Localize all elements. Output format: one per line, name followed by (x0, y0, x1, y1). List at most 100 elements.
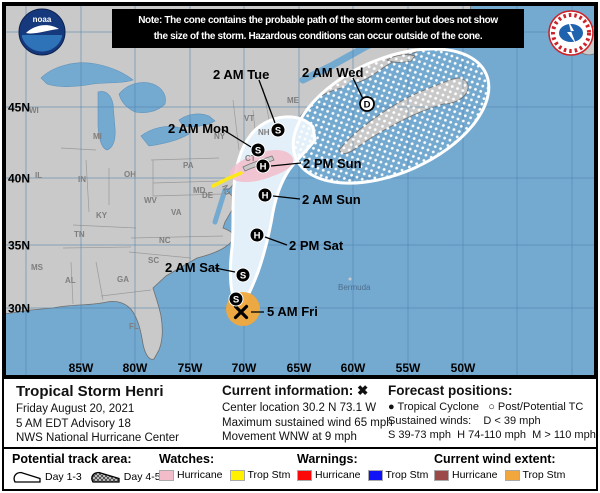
state-label: NY (214, 132, 226, 141)
hurricane-extent-swatch (434, 469, 449, 481)
lon-tick-label: 55W (396, 361, 421, 375)
lake-huron (118, 82, 166, 114)
state-label: TN (74, 230, 85, 239)
svg-text:S: S (255, 145, 261, 156)
lake-superior (40, 62, 134, 87)
state-borders (60, 87, 272, 305)
track-time-label: 5 AM Fri (267, 304, 318, 319)
hurricane-watch-swatch (159, 469, 174, 481)
state-label: WI (29, 106, 39, 115)
tropstm-extent-label: Trop Stm (522, 469, 566, 481)
state-label: WV (144, 196, 158, 205)
track-time-label: 2 PM Sat (289, 238, 344, 253)
bermuda-island (348, 277, 352, 281)
svg-text:H: H (254, 230, 261, 241)
hurricane-extent-label: Hurricane (452, 469, 498, 481)
state-label: ME (287, 96, 300, 105)
wind-class-s: S 39-73 mph (388, 429, 451, 442)
forecast-point-s (270, 122, 286, 138)
current-info-title: Current information: ✖ (222, 383, 369, 398)
tropical-cyclone-label: Tropical Cyclone (397, 401, 480, 413)
sustained-winds-label: Sustained winds: (388, 415, 472, 428)
day13-label: Day 1-3 (45, 470, 82, 483)
current-info-block: Current information: ✖ Center location 3… (222, 383, 393, 445)
state-label: VT (244, 114, 254, 123)
track-time-label: 2 AM Wed (302, 65, 363, 80)
state-label: OH (124, 170, 136, 179)
basemap-svg: WI MI IL IN OH PA NY WV VA KY TN NC SC GA AL MS FL ME VT NH… (4, 4, 596, 377)
lat-tick-label: 45N (8, 101, 30, 115)
note-banner: Note: The cone contains the probable pat… (112, 9, 524, 48)
lon-tick-label: 75W (178, 361, 203, 375)
svg-text:H: H (260, 161, 267, 172)
state-label: NJ (220, 184, 232, 197)
lon-tick-label: 50W (451, 361, 476, 375)
tropstm-watch-swatch (229, 469, 245, 481)
day45-label: Day 4-5 (123, 470, 161, 483)
state-label: VA (171, 208, 182, 217)
tropstm-watch-line (211, 171, 243, 188)
noaa-logo: noaa (18, 8, 66, 56)
warnings-title: Warnings: (297, 452, 358, 466)
svg-text:H: H (262, 190, 269, 201)
legend-warnings: Warnings: Hurricane Trop Stm (297, 452, 435, 481)
hurricane-warning-label: Hurricane (315, 469, 361, 481)
forecast-point-h (255, 158, 271, 174)
wind-class-h: H 74-110 mph (457, 429, 526, 442)
storm-id-block: Tropical Storm Henri Friday August 20, 2… (16, 383, 179, 446)
note-line1: Note: The cone contains the probable pat… (138, 15, 498, 26)
lon-tick-label: 85W (69, 361, 94, 375)
forecast-point-s (235, 267, 251, 283)
forecast-positions-block: Forecast positions: ● Tropical Cyclone ○… (388, 383, 596, 442)
storm-title: Tropical Storm Henri (16, 383, 164, 400)
track-time-label: 2 AM Mon (168, 121, 229, 136)
tropical-cyclone-icon: ● (388, 401, 395, 413)
chesapeake-bay (212, 187, 228, 225)
wind-class-m: M > 110 mph (532, 429, 596, 442)
state-label: CT (245, 154, 256, 163)
note-line2: the size of the storm. Hazardous conditi… (153, 30, 483, 42)
center-location: Center location 30.2 N 73.1 W (222, 402, 377, 414)
place-label: Bermuda (338, 283, 371, 292)
storm-date: Friday August 20, 2021 (16, 403, 135, 415)
state-label: MI (93, 132, 102, 141)
lon-tick-label: 70W (232, 361, 257, 375)
hurricane-warning-swatch (297, 469, 312, 481)
state-label: PA (183, 161, 194, 170)
max-wind: Maximum sustained wind 65 mph (222, 416, 393, 429)
storm-issuer: NWS National Hurricane Center (16, 432, 179, 445)
legend-wind-extent: Current wind extent: Hurricane Trop Stm (434, 452, 572, 481)
storm-advisory: 5 AM EDT Advisory 18 (16, 417, 131, 430)
info-panel: Tropical Storm Henri Friday August 20, 2… (4, 377, 596, 447)
tropstm-warning-label: Trop Stm (385, 469, 429, 481)
track-time-label: 2 PM Sun (303, 156, 362, 171)
svg-text:D: D (364, 99, 371, 110)
post-potential-tc-icon: ○ (488, 401, 495, 413)
tropstm-extent-swatch (504, 469, 520, 481)
cone-day45-icon (90, 471, 120, 483)
legend-track-area: Potential track area: Day 1-3 Day 4-5 (12, 452, 168, 484)
svg-text:S: S (275, 125, 281, 136)
state-label: KY (96, 211, 108, 220)
lon-tick-label: 80W (123, 361, 148, 375)
track-time-label: 2 AM Sun (302, 192, 361, 207)
nws-lightning-icon (567, 20, 576, 44)
forecast-positions-title: Forecast positions: (388, 383, 513, 398)
track-time-label: 2 AM Sat (165, 260, 220, 275)
axis-labels: 45N 40N 35N 30N 85W 80W 75W 70W 65W 60W 55W 50W (8, 101, 476, 376)
state-label: AL (65, 276, 76, 285)
state-label: FL (129, 322, 139, 331)
state-labels: WI MI IL IN OH PA NY WV VA KY TN NC SC GA AL MS FL ME VT NH… (29, 96, 371, 331)
forecast-cone-map: WI MI IL IN OH PA NY WV VA KY TN NC SC GA AL MS FL ME VT NH… (4, 4, 596, 377)
tropstm-watch-label: Trop Stm (247, 469, 291, 481)
lake-erie (140, 126, 190, 147)
lat-tick-label: 40N (8, 172, 30, 186)
state-label: IN (78, 175, 86, 184)
lake-michigan (97, 91, 116, 151)
post-potential-tc-label: Post/Potential TC (497, 401, 584, 413)
svg-text:noaa: noaa (33, 15, 52, 24)
state-label: SC (148, 256, 159, 265)
tropstm-warning-swatch (367, 469, 383, 481)
